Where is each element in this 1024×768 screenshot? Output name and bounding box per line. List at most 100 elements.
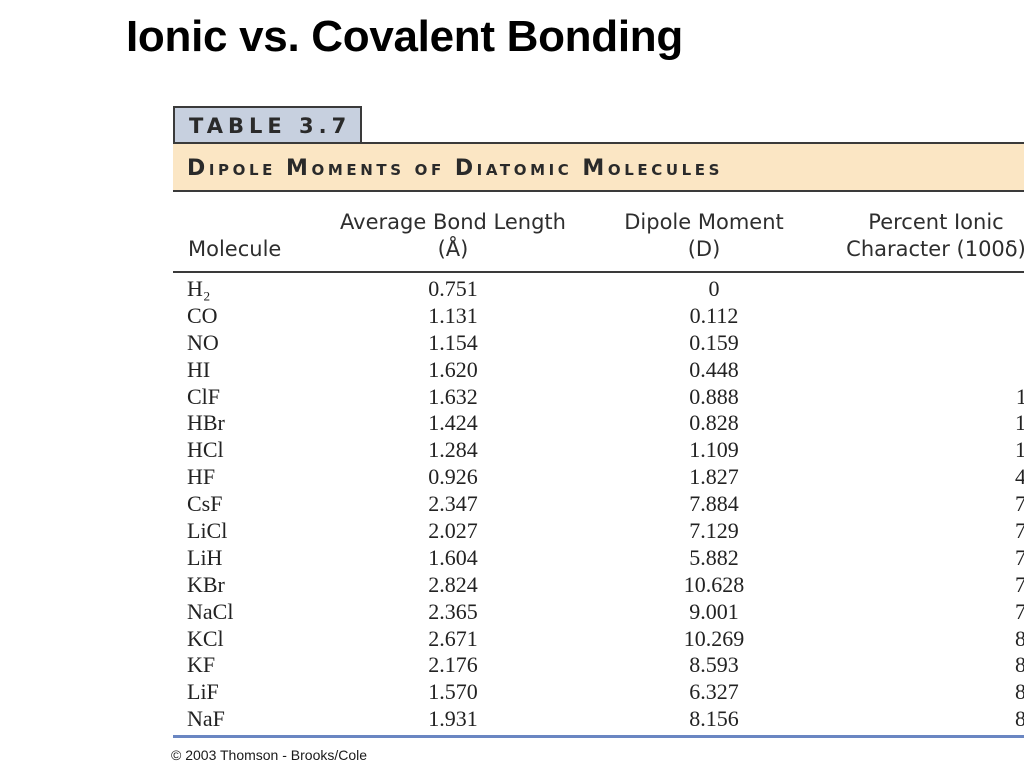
header-molecule: Molecule <box>188 237 282 261</box>
header-ionic-character-line1: Percent Ionic <box>868 210 1004 234</box>
table-row: HF 0.926 1.827 41 <box>173 464 1024 491</box>
table-bottom-rule <box>173 735 1024 738</box>
cell-bond-length: 1.131 <box>428 302 478 328</box>
cell-ionic-character: 18 <box>1015 437 1024 463</box>
cell-dipole-moment: 0.888 <box>689 383 739 409</box>
table-row: CsF 2.347 7.884 70 <box>173 491 1024 518</box>
cell-bond-length: 0.926 <box>428 464 478 490</box>
cell-bond-length: 2.176 <box>428 652 478 678</box>
cell-ionic-character: 78 <box>1015 571 1024 597</box>
caption-word: Diatomic <box>454 156 573 181</box>
cell-ionic-character: 88 <box>1015 706 1024 732</box>
cell-ionic-character: 79 <box>1015 598 1024 624</box>
table-row: KF 2.176 8.593 82 <box>173 652 1024 679</box>
cell-ionic-character: 12 <box>1015 410 1024 436</box>
cell-dipole-moment: 0.159 <box>689 329 739 355</box>
cell-ionic-character: 70 <box>1015 491 1024 517</box>
table-caption: Dipole Moments of Diatomic Molecules <box>173 142 1024 192</box>
cell-molecule: KF <box>187 652 216 678</box>
cell-ionic-character: 84 <box>1015 679 1024 705</box>
cell-molecule: KCl <box>187 625 224 651</box>
cell-molecule: H₂ <box>187 276 211 301</box>
caption-word: Molecules <box>582 156 724 181</box>
table-row: LiCl 2.027 7.129 73 <box>173 518 1024 545</box>
cell-dipole-moment: 6.327 <box>689 679 739 705</box>
slide-title: Ionic vs. Covalent Bonding <box>126 12 683 61</box>
cell-ionic-character: 82 <box>1015 652 1024 678</box>
table-row: HI 1.620 0.448 6 <box>173 357 1024 384</box>
header-bond-length-unit: (Å) <box>437 237 469 261</box>
cell-ionic-character: 73 <box>1015 518 1024 544</box>
table-row: NaCl 2.365 9.001 79 <box>173 599 1024 626</box>
table-row: ClF 1.632 0.888 11 <box>173 384 1024 411</box>
table-body: H₂ 0.751 0 0 CO 1.131 0.112 2 NO 1.154 0.159 3 HI 1.6… <box>173 276 1024 733</box>
caption-word: Dipole <box>187 156 276 181</box>
table-row: KBr 2.824 10.628 78 <box>173 572 1024 599</box>
table-row: LiF 1.570 6.327 84 <box>173 679 1024 706</box>
cell-molecule: HBr <box>187 410 225 436</box>
cell-ionic-character: 41 <box>1015 464 1024 490</box>
header-ionic-character: Percent Ionic Character (100δ) <box>841 209 1024 263</box>
copyright-notice: © 2003 Thomson - Brooks/Cole <box>171 747 368 763</box>
table-row: NO 1.154 0.159 3 <box>173 330 1024 357</box>
cell-molecule: LiF <box>187 679 219 705</box>
header-ionic-character-line2: Character (100δ) <box>846 237 1024 261</box>
cell-dipole-moment: 0 <box>708 276 720 301</box>
cell-dipole-moment: 0.828 <box>689 410 739 436</box>
cell-molecule: CO <box>187 302 218 328</box>
cell-ionic-character: 6 <box>841 357 1024 384</box>
cell-dipole-moment: 7.884 <box>689 491 739 517</box>
header-divider <box>173 271 1024 273</box>
cell-molecule: CsF <box>187 491 223 517</box>
cell-molecule: LiCl <box>187 518 228 544</box>
header-bond-length: Average Bond Length (Å) <box>333 209 573 263</box>
cell-bond-length: 2.347 <box>428 491 478 517</box>
cell-dipole-moment: 9.001 <box>689 598 739 624</box>
cell-dipole-moment: 8.156 <box>689 706 739 732</box>
cell-bond-length: 1.424 <box>428 410 478 436</box>
cell-bond-length: 1.604 <box>428 544 478 570</box>
cell-bond-length: 2.365 <box>428 598 478 624</box>
cell-molecule: KBr <box>187 571 225 597</box>
cell-molecule: ClF <box>187 383 221 409</box>
table-row: HBr 1.424 0.828 12 <box>173 410 1024 437</box>
table-row: HCl 1.284 1.109 18 <box>173 437 1024 464</box>
cell-dipole-moment: 5.882 <box>689 544 739 570</box>
cell-molecule: NO <box>187 329 219 355</box>
cell-bond-length: 1.632 <box>428 383 478 409</box>
header-dipole-moment-line1: Dipole Moment <box>624 210 784 234</box>
cell-ionic-character: 3 <box>841 330 1024 357</box>
cell-bond-length: 1.570 <box>428 679 478 705</box>
caption-word: of <box>414 156 445 181</box>
cell-ionic-character: 76 <box>1015 544 1024 570</box>
cell-dipole-moment: 10.269 <box>683 625 745 651</box>
header-bond-length-line1: Average Bond Length <box>340 210 566 234</box>
cell-molecule: NaF <box>187 706 225 732</box>
cell-molecule: HF <box>187 464 216 490</box>
cell-molecule: HCl <box>187 437 224 463</box>
cell-dipole-moment: 0.112 <box>689 302 739 328</box>
table-number-label: TABLE 3.7 <box>173 106 362 142</box>
table-row: CO 1.131 0.112 2 <box>173 303 1024 330</box>
cell-bond-length: 1.620 <box>428 356 478 382</box>
table-row: NaF 1.931 8.156 88 <box>173 706 1024 733</box>
cell-dipole-moment: 1.109 <box>689 437 739 463</box>
header-dipole-moment: Dipole Moment (D) <box>613 209 795 263</box>
cell-molecule: HI <box>187 356 211 382</box>
table-header: Molecule Average Bond Length (Å) Dipole … <box>173 205 1024 269</box>
cell-dipole-moment: 0.448 <box>689 356 739 382</box>
cell-ionic-character: 82 <box>1015 625 1024 651</box>
table-row: H₂ 0.751 0 0 <box>173 276 1024 303</box>
cell-ionic-character: 2 <box>841 303 1024 330</box>
caption-word: Moments <box>286 156 405 181</box>
cell-molecule: LiH <box>187 544 223 570</box>
cell-bond-length: 2.824 <box>428 571 478 597</box>
cell-dipole-moment: 8.593 <box>689 652 739 678</box>
cell-bond-length: 2.027 <box>428 518 478 544</box>
cell-bond-length: 1.931 <box>428 706 478 732</box>
cell-ionic-character: 11 <box>1015 383 1024 409</box>
cell-molecule: NaCl <box>187 598 234 624</box>
table-row: LiH 1.604 5.882 76 <box>173 545 1024 572</box>
cell-dipole-moment: 1.827 <box>689 464 739 490</box>
